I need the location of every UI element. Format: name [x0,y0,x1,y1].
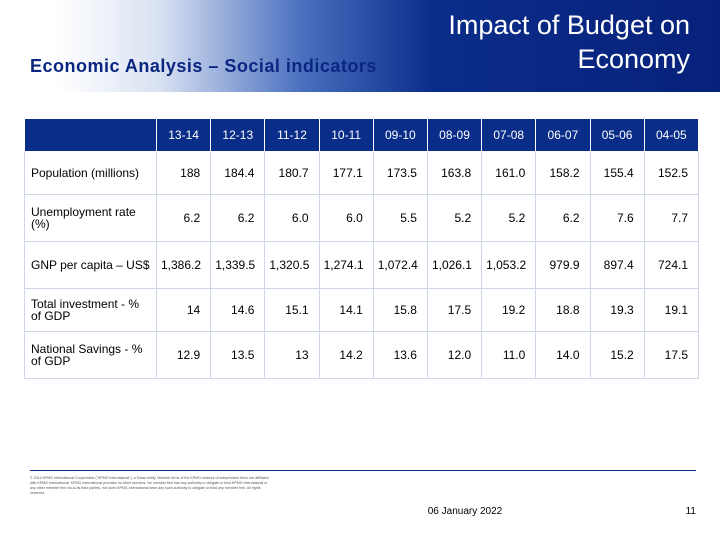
column-header: 06-07 [535,118,591,152]
column-header: 12-13 [210,118,266,152]
table-cell: 161.0 [481,151,537,195]
indicators-table: 13-14 12-13 11-12 10-11 09-10 08-09 07-0… [24,118,700,379]
row-label: Unemployment rate (%) [24,194,157,242]
row-label: Population (millions) [24,151,157,195]
table-row: Total investment - % of GDP 14 14.6 15.1… [24,288,700,332]
slide-subtitle: Economic Analysis – Social indicators [30,56,377,76]
table-cell: 155.4 [589,151,645,195]
table-cell: 1,026.1 [426,241,483,289]
table-cell: 13.6 [372,331,428,379]
row-label: Total investment - % of GDP [24,288,157,332]
row-label: GNP per capita – US$ [24,241,157,289]
table-cell: 724.1 [643,241,700,289]
table-cell: 188 [155,151,212,195]
table-header-row: 13-14 12-13 11-12 10-11 09-10 08-09 07-0… [24,118,700,152]
table-row: National Savings - % of GDP 12.9 13.5 13… [24,331,700,379]
table-cell: 19.3 [589,288,645,332]
column-header: 09-10 [372,118,428,152]
footer-divider [30,470,696,471]
table-cell: 1,072.4 [372,241,428,289]
table-cell: 13.5 [210,331,266,379]
indicators-table-wrapper: 13-14 12-13 11-12 10-11 09-10 08-09 07-0… [24,118,700,379]
table-cell: 12.9 [155,331,212,379]
page-number: 11 [685,506,696,517]
table-cell: 6.0 [318,194,374,242]
table-header-corner [24,118,157,152]
table-cell: 1,274.1 [318,241,374,289]
table-cell: 14.6 [210,288,266,332]
slide-title: Impact of Budget on Economy [448,10,690,74]
table-cell: 17.5 [426,288,483,332]
column-header: 07-08 [481,118,537,152]
table-cell: 6.2 [155,194,212,242]
row-label: National Savings - % of GDP [24,331,157,379]
column-header: 13-14 [155,118,212,152]
table-cell: 19.2 [481,288,537,332]
table-cell: 7.6 [589,194,645,242]
table-cell: 184.4 [210,151,266,195]
table-cell: 19.1 [643,288,700,332]
column-header: 08-09 [426,118,483,152]
table-cell: 5.5 [372,194,428,242]
table-row: GNP per capita – US$ 1,386.2 1,339.5 1,3… [24,241,700,289]
table-cell: 17.5 [643,331,700,379]
footer-date: 06 January 2022 [427,506,503,517]
table-cell: 6.2 [535,194,591,242]
table-cell: 12.0 [426,331,483,379]
column-header: 11-12 [264,118,320,152]
table-cell: 11.0 [481,331,537,379]
table-cell: 13 [264,331,320,379]
table-cell: 6.0 [264,194,320,242]
table-cell: 5.2 [426,194,483,242]
table-cell: 1,320.5 [264,241,320,289]
table-cell: 152.5 [643,151,700,195]
table-cell: 5.2 [481,194,537,242]
header-band [0,0,720,92]
table-cell: 14 [155,288,212,332]
table-cell: 979.9 [535,241,591,289]
table-cell: 1,386.2 [155,241,212,289]
column-header: 04-05 [643,118,700,152]
table-cell: 18.8 [535,288,591,332]
table-row: Population (millions) 188 184.4 180.7 17… [24,151,700,195]
table-cell: 14.1 [318,288,374,332]
column-header: 10-11 [318,118,374,152]
table-cell: 1,339.5 [210,241,266,289]
table-cell: 6.2 [210,194,266,242]
table-cell: 173.5 [372,151,428,195]
table-cell: 15.8 [372,288,428,332]
table-cell: 177.1 [318,151,374,195]
table-cell: 1,053.2 [481,241,537,289]
table-cell: 15.2 [589,331,645,379]
table-cell: 7.7 [643,194,700,242]
table-cell: 163.8 [426,151,483,195]
table-cell: 14.2 [318,331,374,379]
footer-disclaimer: © 2014 KPMG International Cooperative ("… [30,476,269,495]
table-row: Unemployment rate (%) 6.2 6.2 6.0 6.0 5.… [24,194,700,242]
column-header: 05-06 [589,118,645,152]
table-cell: 180.7 [264,151,320,195]
table-cell: 158.2 [535,151,591,195]
table-cell: 897.4 [589,241,645,289]
table-cell: 15.1 [264,288,320,332]
table-cell: 14.0 [535,331,591,379]
